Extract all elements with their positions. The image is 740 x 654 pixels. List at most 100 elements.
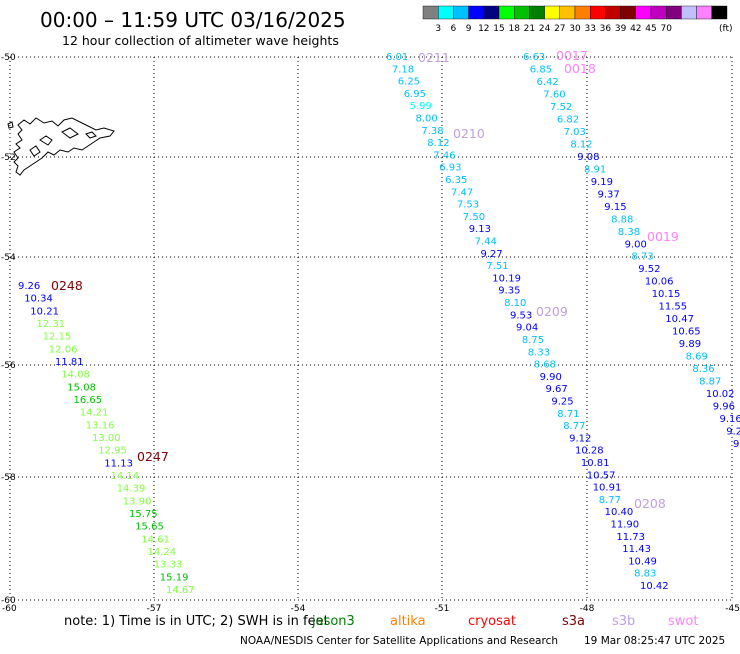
colorbar-swatch (560, 6, 575, 19)
swh-value: 9.26 (18, 281, 40, 292)
colorbar-swatch (575, 6, 590, 19)
swh-value: 10.34 (24, 294, 53, 305)
swh-value: 10.21 (30, 306, 59, 317)
swh-value: 8.88 (611, 214, 633, 225)
swh-value: 6.85 (530, 65, 552, 76)
swh-value: 10.02 (706, 389, 735, 400)
swh-value: 7.50 (463, 212, 485, 223)
swh-value: 11.90 (611, 520, 640, 531)
colorbar-swatch (590, 6, 605, 19)
pass-time-label: 0248 (51, 278, 83, 293)
footer-note: note: 1) Time is in UTC; 2) SWH is in fe… (64, 614, 329, 629)
swh-value: 16.65 (74, 395, 103, 406)
swh-value: 7.44 (475, 237, 497, 248)
swh-value: 14.67 (166, 585, 195, 596)
lat-tick-label: -50 (1, 53, 16, 63)
lat-tick-label: -56 (1, 361, 16, 371)
colorbar-tick-label: 24 (539, 24, 551, 34)
swh-value: 12.31 (37, 319, 66, 330)
swh-value: 6.63 (523, 52, 545, 63)
swh-value: 7.18 (392, 64, 414, 75)
colorbar-tick-label: 6 (451, 24, 457, 34)
lat-tick-label: -52 (1, 153, 16, 163)
lon-tick-label: -54 (291, 604, 306, 614)
page-subtitle: 12 hour collection of altimeter wave hei… (62, 33, 339, 48)
swh-value: 7.53 (457, 200, 479, 211)
colorbar-swatch (621, 6, 636, 19)
swh-value: 15.65 (135, 522, 164, 533)
satellite-legend-swot: swot (668, 614, 698, 629)
swh-value: 9.53 (510, 310, 532, 321)
swh-value: 10.49 (628, 556, 657, 567)
swh-value: 9.35 (498, 286, 520, 297)
swh-value: 15.19 (160, 572, 189, 583)
colorbar-swatch (514, 6, 529, 19)
swh-value: 7.52 (550, 102, 572, 113)
satellite-legend-altika: altika (390, 614, 426, 629)
swh-value: 8.00 (416, 114, 438, 125)
colorbar-tick-label: 18 (508, 24, 520, 34)
swh-value: 14.61 (141, 534, 170, 545)
swh-value: 10.42 (640, 581, 669, 592)
swh-value: 10.91 (593, 483, 622, 494)
colorbar-tick-label: 42 (630, 24, 641, 34)
swh-value: 6.95 (404, 89, 426, 100)
colorbar-swatch (499, 6, 514, 19)
colorbar-swatch (605, 6, 620, 19)
swh-value: 8.69 (686, 352, 708, 363)
swh-value: 6.93 (439, 163, 461, 174)
swh-value: 9.04 (516, 323, 538, 334)
swh-value: 13.33 (154, 560, 183, 571)
lon-tick-label: -48 (580, 604, 595, 614)
colorbar-swatch (651, 6, 666, 19)
colorbar-swatch (666, 6, 681, 19)
swh-value: 9.2 (726, 427, 740, 438)
colorbar-swatch (469, 6, 484, 19)
swh-value: 12.15 (43, 332, 72, 343)
page-title: 00:00 – 11:59 UTC 03/16/2025 (40, 8, 346, 32)
lat-tick-label: -54 (1, 253, 16, 263)
swh-value: 14.21 (80, 408, 109, 419)
swh-value: 9.89 (679, 339, 701, 350)
swh-value: 5.99 (410, 101, 432, 112)
swh-value: 11.55 (659, 302, 688, 313)
swh-value: 10.40 (605, 507, 634, 518)
swh-value: 7.47 (451, 187, 473, 198)
swh-value: 7.38 (421, 126, 443, 137)
swh-value: 14.24 (148, 547, 177, 558)
colorbar-swatch (681, 6, 696, 19)
colorbar-swatch (712, 6, 727, 19)
colorbar-swatch (529, 6, 544, 19)
swh-value: 8.91 (584, 164, 606, 175)
pass-time-label: 0211 (418, 50, 450, 65)
land-outline (14, 118, 114, 175)
swh-value: 8.75 (522, 335, 544, 346)
swh-value: 9.16 (720, 414, 740, 425)
swh-value: 9.19 (591, 177, 613, 188)
swh-value: 9.52 (638, 264, 660, 275)
pass-time-label: 0019 (647, 229, 679, 244)
track-0248: 9.2610.3410.2112.3112.1512.0611.8114.081… (18, 281, 195, 596)
footer-credit: NOAA/NESDIS Center for Satellite Applica… (240, 635, 558, 647)
colorbar-swatch (697, 6, 712, 19)
colorbar-unit-label: (ft) (719, 24, 733, 34)
swh-value: 10.47 (665, 314, 694, 325)
swh-value: 6.82 (557, 114, 579, 125)
swh-value: 10.06 (645, 277, 674, 288)
swh-value: 14.14 (111, 471, 140, 482)
lon-tick-label: -51 (435, 604, 450, 614)
swh-value: 12.06 (49, 344, 78, 355)
pass-time-label: 0018 (564, 61, 596, 76)
satellite-legend-jason3: jason3 (311, 614, 355, 629)
swh-value: 9.13 (469, 224, 491, 235)
swh-value: 10.15 (652, 289, 681, 300)
swh-value: 8.10 (504, 298, 526, 309)
swh-value: 8.12 (427, 138, 449, 149)
satellite-legend-s3a: s3a (562, 614, 585, 629)
colorbar-swatch (438, 6, 453, 19)
satellite-legend-cryosat: cryosat (468, 614, 516, 629)
swh-value: 11.13 (104, 458, 133, 469)
swh-value: 8.77 (563, 421, 585, 432)
